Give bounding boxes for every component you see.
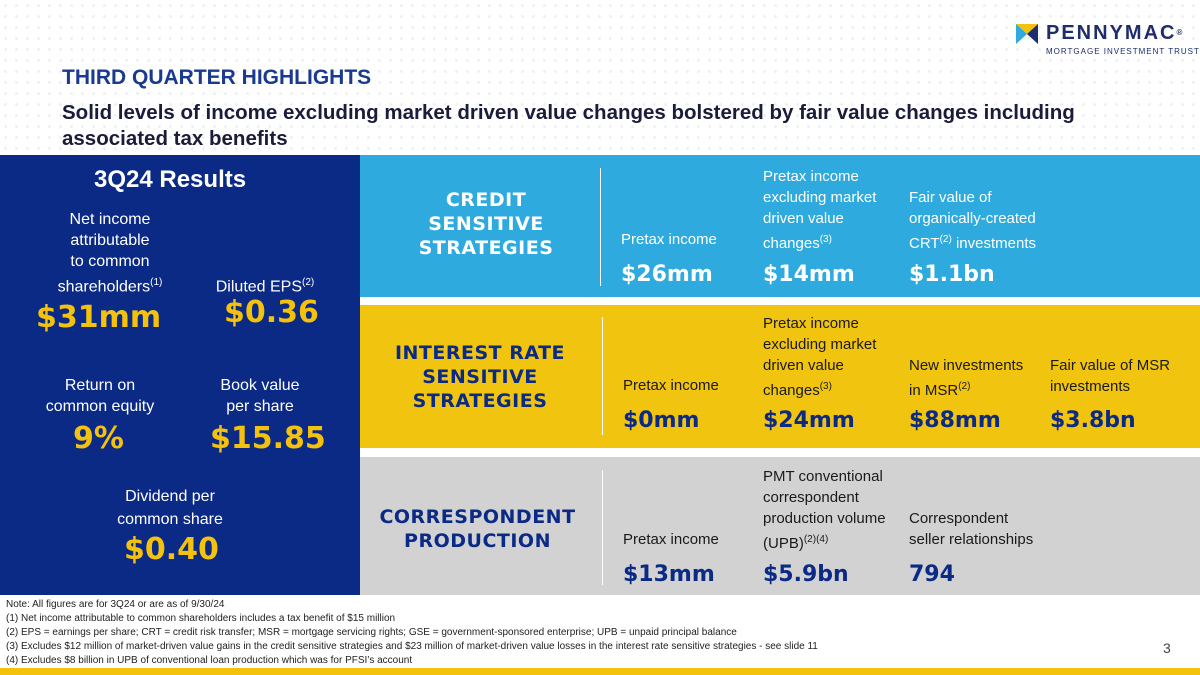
pennymac-logo-icon — [1016, 24, 1038, 44]
correspondent-divider — [602, 470, 603, 585]
dividend-label: Dividend per common share — [117, 488, 223, 528]
interest-rate-sensitive-band — [360, 305, 1200, 448]
interest-metric-value: $88mm — [909, 408, 1001, 433]
credit-metric-value: $1.1bn — [909, 262, 995, 287]
interest-divider — [602, 317, 603, 435]
footnotes: Note: All figures are for 3Q24 or are as… — [6, 598, 818, 668]
credit-metric-label: Pretax income excluding market driven valu… — [763, 168, 877, 252]
correspondent-strategy-name: CORRESPONDENT PRODUCTION — [379, 506, 576, 552]
interest-metric-value: $24mm — [763, 408, 855, 433]
footnote: Note: All figures are for 3Q24 or are as… — [6, 599, 225, 610]
company-logo: PENNYMAC® MORTGAGE INVESTMENT TRUST — [1016, 22, 1200, 56]
book-value-label: Book value per share — [220, 377, 300, 415]
roe-value: 9% — [73, 421, 124, 456]
results-panel — [0, 155, 385, 595]
page-subtitle: Solid levels of income excluding market … — [62, 101, 1075, 150]
interest-metric-label: Pretax income — [623, 377, 719, 394]
dividend-value: $0.40 — [124, 532, 219, 567]
roe-label: Return on common equity — [45, 377, 155, 415]
correspondent-metric-value: $13mm — [623, 562, 715, 587]
eps-label: Diluted EPS(2) — [215, 277, 315, 296]
logo-registered: ® — [1176, 28, 1185, 37]
correspondent-metric-value: $5.9bn — [763, 562, 849, 587]
footnote: (4) Excludes $8 billion in UPB of conven… — [6, 655, 413, 666]
credit-sensitive-band — [360, 155, 1200, 297]
credit-strategy-name: CREDIT SENSITIVE STRATEGIES — [418, 189, 554, 259]
eps-value: $0.36 — [224, 295, 319, 330]
net-income-value: $31mm — [36, 300, 162, 335]
dot-pattern-background — [0, 0, 1200, 160]
credit-metric-label: Fair value of organically-created CRT(2) … — [909, 189, 1036, 252]
interest-strategy-name: INTEREST RATE SENSITIVE STRATEGIES — [394, 342, 566, 412]
footnote: (3) Excludes $12 million of market-drive… — [6, 641, 818, 652]
correspondent-metric-label: Correspondent seller relationships — [909, 510, 1034, 548]
correspondent-metric-label: PMT conventional correspondent production … — [763, 468, 886, 552]
correspondent-metric-label: Pretax income — [623, 531, 719, 548]
page-title: THIRD QUARTER HIGHLIGHTS — [62, 66, 372, 89]
logo-brand: PENNYMAC — [1046, 22, 1177, 44]
book-value-value: $15.85 — [210, 421, 326, 456]
correspondent-metric-value: 794 — [909, 562, 955, 587]
credit-metric-value: $14mm — [763, 262, 855, 287]
footnote: (1) Net income attributable to common sh… — [6, 613, 396, 624]
results-heading: 3Q24 Results — [94, 166, 247, 193]
interest-metric-label: Pretax income excluding market driven valu… — [763, 315, 877, 399]
interest-metric-label: Fair value of MSR investments — [1050, 357, 1171, 395]
credit-metric-label: Pretax income — [621, 231, 717, 248]
net-income-label: Net income attributable to common shareh… — [57, 211, 163, 296]
credit-metric-value: $26mm — [621, 262, 713, 287]
credit-divider — [600, 168, 601, 286]
interest-metric-value: $0mm — [623, 408, 700, 433]
logo-tagline: MORTGAGE INVESTMENT TRUST — [1046, 47, 1200, 56]
bottom-accent-bar — [0, 668, 1200, 675]
interest-metric-value: $3.8bn — [1050, 408, 1136, 433]
footnote: (2) EPS = earnings per share; CRT = cred… — [6, 627, 737, 638]
correspondent-production-band — [360, 457, 1200, 595]
interest-metric-label: New investments in MSR(2) — [909, 357, 1024, 399]
page-number: 3 — [1163, 640, 1171, 656]
